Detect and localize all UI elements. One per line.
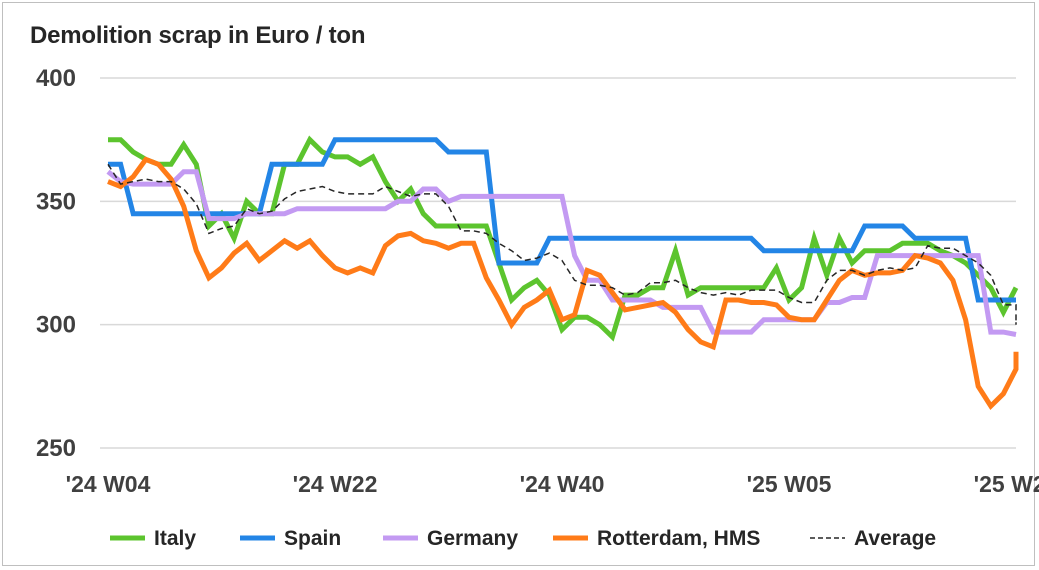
- x-axis-ticks: '24 W04 '24 W22 '24 W40 '25 W05 '25 W23: [66, 471, 1039, 497]
- gridlines: [100, 77, 1016, 449]
- legend[interactable]: Italy Spain Germany Rotterdam, HMS Average: [110, 527, 936, 550]
- y-tick-label: 250: [36, 435, 76, 462]
- y-tick-label: 300: [36, 312, 76, 339]
- x-tick-label: '24 W22: [293, 471, 378, 497]
- legend-item[interactable]: Germany: [383, 527, 518, 550]
- series-line-average: [107, 163, 1017, 325]
- x-tick-label: '25 W05: [747, 471, 832, 497]
- series-line-rotterdam-hms: [107, 156, 1019, 411]
- legend-item[interactable]: Spain: [240, 527, 341, 550]
- legend-label: Germany: [427, 527, 518, 550]
- legend-label: Average: [854, 527, 936, 550]
- legend-item[interactable]: Rotterdam, HMS: [553, 527, 760, 550]
- y-tick-label: 350: [36, 188, 76, 215]
- x-tick-label: '24 W40: [520, 471, 605, 497]
- series-line-germany: [106, 169, 1017, 337]
- legend-item[interactable]: Average: [810, 527, 936, 550]
- legend-item[interactable]: Italy: [110, 527, 196, 550]
- legend-label: Italy: [154, 527, 196, 550]
- series-lines: [106, 135, 1019, 411]
- legend-label: Spain: [284, 527, 341, 550]
- chart-title: Demolition scrap in Euro / ton: [30, 22, 366, 49]
- y-tick-label: 400: [36, 65, 76, 92]
- series-line-spain: [108, 137, 1016, 303]
- x-tick-label: '25 W23: [974, 471, 1039, 497]
- legend-label: Rotterdam, HMS: [597, 527, 760, 550]
- y-axis-ticks: 250 300 350 400: [36, 65, 76, 462]
- x-tick-label: '24 W04: [66, 471, 151, 497]
